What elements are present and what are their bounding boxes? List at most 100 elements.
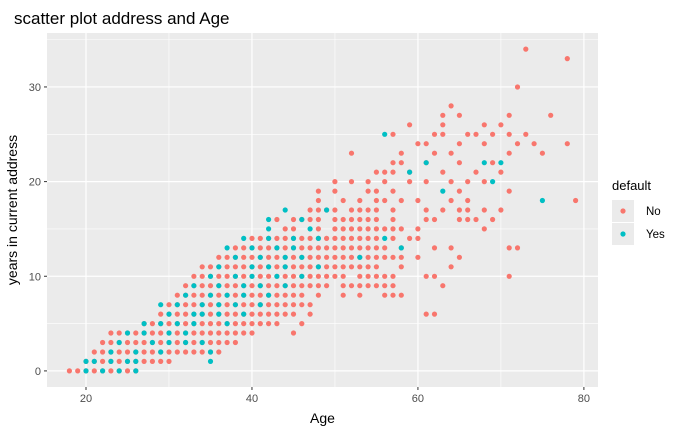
data-point-no <box>348 216 355 223</box>
data-point-no <box>207 283 214 289</box>
data-point-no <box>199 330 205 336</box>
data-point-no <box>423 141 429 147</box>
data-point-no <box>390 216 396 223</box>
data-point-no <box>241 264 247 270</box>
data-point-no <box>191 273 197 279</box>
data-point-no <box>149 330 155 336</box>
data-point-no <box>407 122 413 128</box>
data-point-no <box>241 321 247 327</box>
data-point-no <box>266 283 272 289</box>
data-point-no <box>257 321 263 327</box>
data-point-no <box>324 264 330 270</box>
x-tick-label: 60 <box>412 393 424 405</box>
data-point-no <box>423 179 429 185</box>
data-point-no <box>100 349 106 355</box>
data-point-yes <box>266 235 272 241</box>
data-point-no <box>66 368 72 374</box>
data-point-no <box>390 160 396 166</box>
data-point-no <box>266 302 272 308</box>
data-point-yes <box>149 339 155 346</box>
data-point-no <box>199 273 205 279</box>
data-point-no <box>315 207 321 213</box>
data-point-no <box>373 188 379 194</box>
data-point-no <box>440 207 446 213</box>
data-point-no <box>382 179 388 185</box>
data-point-no <box>174 292 180 298</box>
data-point-no <box>357 216 363 223</box>
data-point-no <box>373 245 379 251</box>
data-point-no <box>373 273 379 279</box>
data-point-no <box>158 330 164 336</box>
data-point-no <box>539 150 546 156</box>
data-point-no <box>373 216 379 223</box>
data-point-yes <box>539 197 546 204</box>
data-point-no <box>506 112 512 118</box>
data-point-no <box>191 349 197 355</box>
data-point-no <box>307 311 313 317</box>
data-point-yes <box>315 264 321 270</box>
data-point-yes <box>207 273 214 279</box>
data-point-no <box>274 292 280 298</box>
data-point-no <box>440 112 446 118</box>
data-point-no <box>124 339 131 346</box>
data-point-no <box>166 321 172 327</box>
data-point-no <box>481 122 487 128</box>
data-point-no <box>440 131 446 137</box>
data-point-no <box>183 311 189 317</box>
data-point-yes <box>216 264 222 270</box>
data-point-no <box>473 169 479 175</box>
data-point-yes <box>183 330 189 336</box>
data-point-no <box>274 264 280 270</box>
x-tick-label: 80 <box>578 393 590 405</box>
data-point-no <box>332 245 338 251</box>
data-point-no <box>266 311 272 317</box>
data-point-no <box>415 141 421 147</box>
data-point-no <box>373 254 379 260</box>
data-point-no <box>365 273 371 279</box>
data-point-no <box>348 245 355 251</box>
data-point-no <box>166 358 172 364</box>
data-point-no <box>340 235 346 241</box>
data-point-yes <box>166 339 172 346</box>
data-point-no <box>390 254 396 260</box>
data-point-no <box>149 321 155 327</box>
data-point-no <box>465 197 471 204</box>
data-point-yes <box>216 302 222 308</box>
data-point-yes <box>440 188 446 194</box>
data-point-yes <box>241 235 247 241</box>
data-point-no <box>183 349 189 355</box>
data-point-no <box>290 254 297 260</box>
data-point-yes <box>224 292 230 298</box>
data-point-no <box>415 235 421 241</box>
data-point-no <box>290 292 297 298</box>
data-point-yes <box>166 330 172 336</box>
data-point-no <box>274 321 280 327</box>
data-point-no <box>290 264 297 270</box>
data-point-no <box>324 283 330 289</box>
data-point-no <box>249 302 255 308</box>
data-point-no <box>340 273 346 279</box>
data-point-yes <box>141 321 147 327</box>
data-point-yes <box>407 169 413 175</box>
data-point-no <box>257 264 263 270</box>
data-point-yes <box>199 311 205 317</box>
data-point-no <box>183 302 189 308</box>
data-point-no <box>124 349 131 355</box>
data-point-no <box>506 131 512 137</box>
data-point-no <box>174 349 180 355</box>
data-point-no <box>199 283 205 289</box>
data-point-no <box>166 302 172 308</box>
data-point-no <box>431 216 438 223</box>
data-point-no <box>241 273 247 279</box>
data-point-no <box>149 358 155 364</box>
data-point-yes <box>357 254 363 260</box>
data-point-no <box>332 235 338 241</box>
data-point-no <box>307 283 313 289</box>
data-point-no <box>315 273 321 279</box>
x-axis-title: Age <box>310 410 335 426</box>
data-point-no <box>274 311 280 317</box>
data-point-no <box>124 368 131 374</box>
data-point-no <box>465 179 471 185</box>
data-point-no <box>481 207 487 213</box>
data-point-no <box>307 235 313 241</box>
